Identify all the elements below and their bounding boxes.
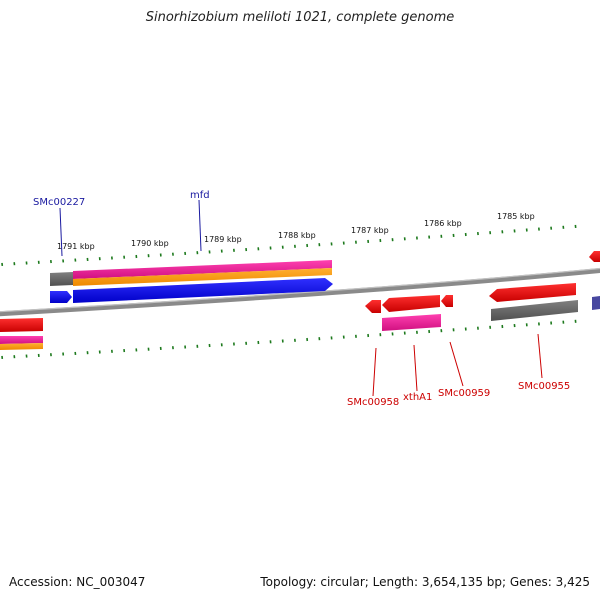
cds-SMc00959[interactable] [441, 295, 453, 307]
gene-feature-pink[interactable] [382, 314, 441, 331]
scale-label: 1788 kbp [278, 231, 316, 240]
label-leader-line [198, 199, 202, 252]
cds-xthA1[interactable] [382, 295, 440, 312]
gene-label-SMc00227[interactable]: SMc00227 [33, 197, 85, 208]
label-leader-line [59, 207, 63, 257]
gene-feature[interactable] [491, 300, 578, 321]
gene-feature[interactable] [592, 296, 600, 310]
cds-SMc00955[interactable] [489, 283, 576, 302]
label-leader-line [537, 333, 543, 379]
scale-label: 1785 kbp [497, 212, 535, 221]
gene-feature-pink[interactable] [0, 336, 43, 344]
cds-partial[interactable] [589, 251, 600, 262]
gene-label-xthA1[interactable]: xthA1 [403, 392, 432, 403]
left-edge-features [0, 318, 43, 350]
reverse-gene-labels: SMc00958 xthA1 SMc00959 SMc00955 [347, 333, 570, 408]
cds-mfd[interactable] [73, 278, 333, 303]
scale-label: 1789 kbp [204, 235, 242, 244]
gene-label-SMc00955[interactable]: SMc00955 [518, 381, 570, 392]
forward-strand-features [50, 260, 600, 310]
gene-label-SMc00959[interactable]: SMc00959 [438, 388, 490, 399]
label-leader-line [372, 347, 377, 397]
gene-feature-pink[interactable] [73, 260, 332, 279]
label-leader-line [413, 344, 418, 392]
scale-label: 1786 kbp [424, 219, 462, 228]
gene-feature[interactable] [50, 272, 73, 286]
lower-scale-ticks [1, 319, 577, 359]
upper-scale-ticks [1, 224, 577, 266]
cds-partial[interactable] [0, 318, 43, 332]
genome-summary-text: Topology: circular; Length: 3,654,135 bp… [260, 575, 590, 589]
scale-label: 1791 kbp [57, 242, 95, 251]
cds-SMc00227[interactable] [50, 291, 72, 303]
gene-feature-orange[interactable] [0, 343, 43, 350]
accession-text: Accession: NC_003047 [9, 575, 146, 589]
label-leader-line [449, 341, 464, 387]
gene-label-SMc00958[interactable]: SMc00958 [347, 397, 399, 408]
scale-label: 1787 kbp [351, 226, 389, 235]
forward-gene-labels: SMc00227 mfd [33, 190, 210, 257]
reverse-strand-features [365, 251, 600, 331]
gene-label-mfd[interactable]: mfd [190, 190, 210, 201]
genome-backbone [0, 267, 600, 317]
gene-feature-orange[interactable] [73, 268, 332, 286]
scale-label: 1790 kbp [131, 239, 169, 248]
genome-title: Sinorhizobium meliloti 1021, complete ge… [145, 10, 455, 25]
cds-SMc00958[interactable] [365, 300, 381, 313]
scale-labels: 1791 kbp 1790 kbp 1789 kbp 1788 kbp 1787… [57, 212, 535, 251]
